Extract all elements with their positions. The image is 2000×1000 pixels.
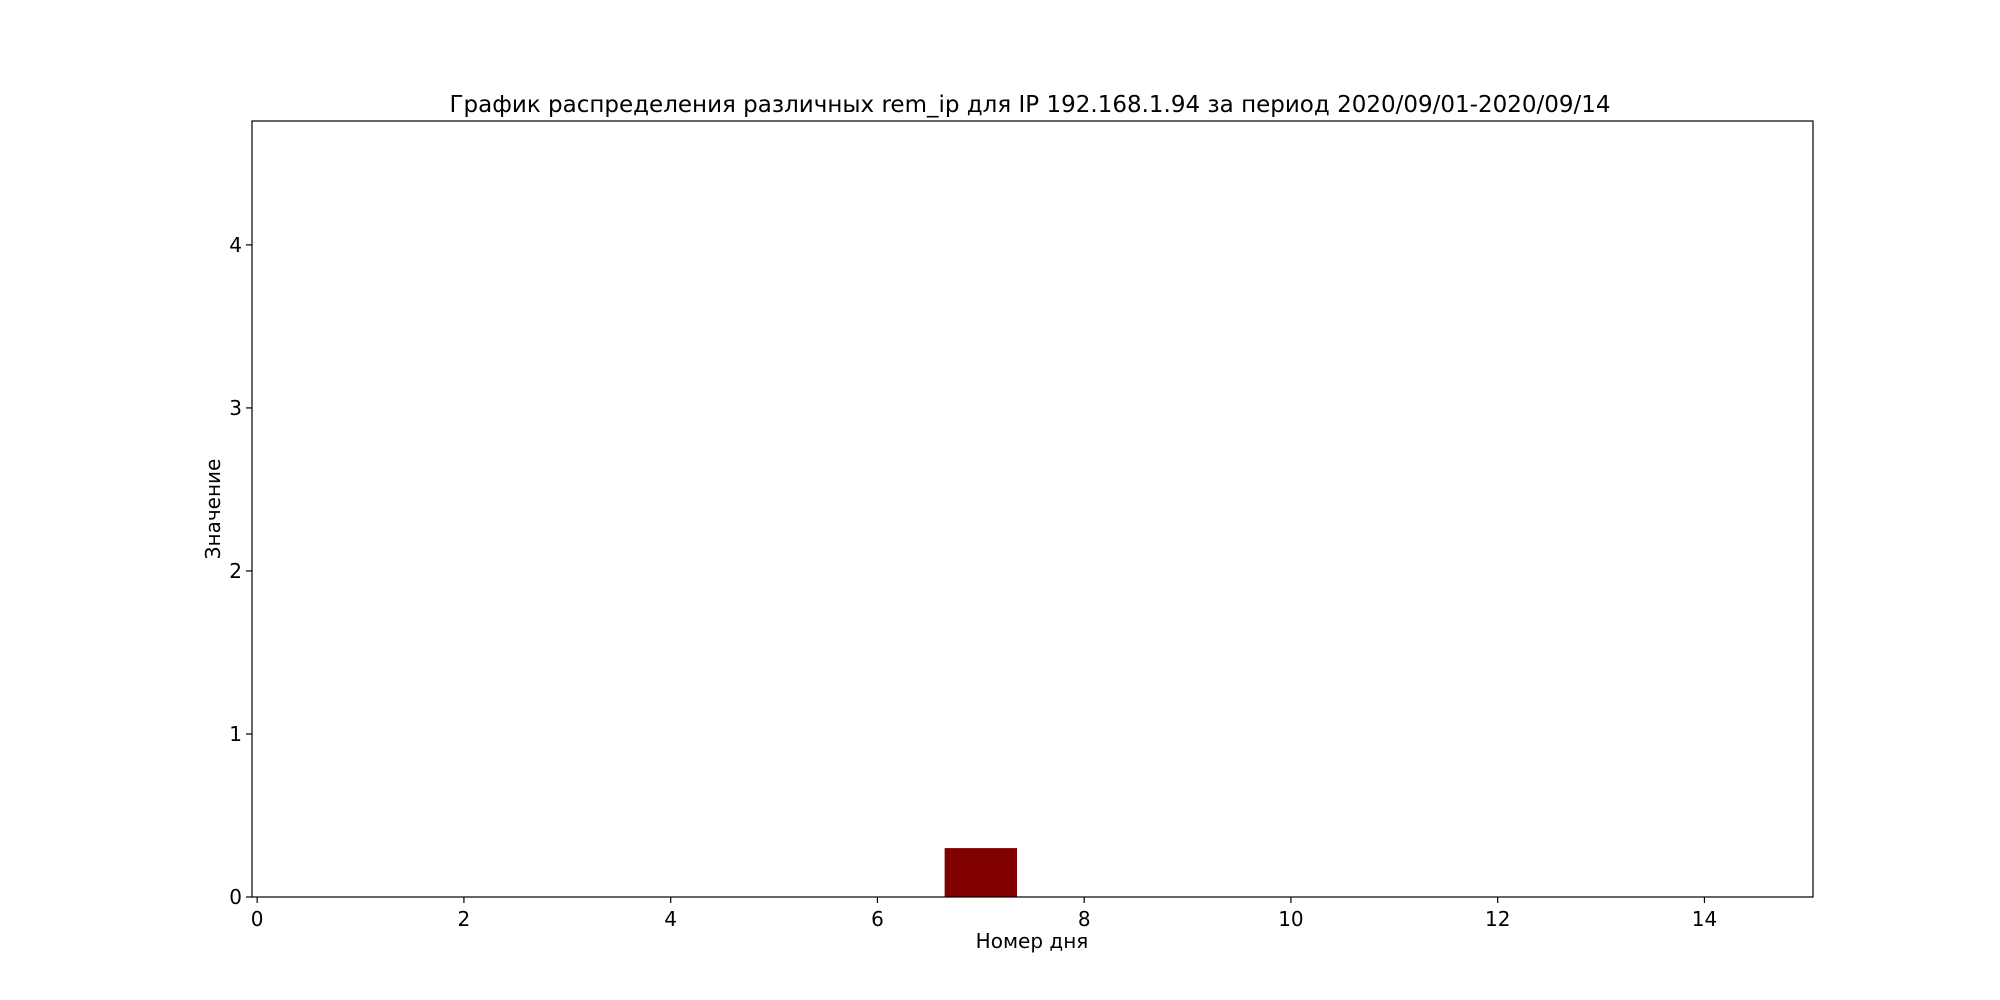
- x-tick-label: 6: [871, 907, 884, 931]
- x-tick-label: 2: [458, 907, 471, 931]
- bar-day-7: [944, 848, 1017, 897]
- y-tick-label: 1: [229, 722, 242, 746]
- y-tick-label: 3: [229, 396, 242, 420]
- chart-title: График распределения различных rem_ip дл…: [449, 92, 1610, 118]
- y-tick-label: 4: [229, 233, 242, 257]
- x-tick-label: 8: [1078, 907, 1091, 931]
- bars-layer: [944, 848, 1017, 897]
- plot-area-frame: [251, 120, 1814, 898]
- y-axis-label: Значение: [201, 459, 225, 560]
- x-axis-ticks: 0 2 4 6 8 10 12 14: [251, 897, 1717, 931]
- x-tick-label: 14: [1692, 907, 1717, 931]
- x-tick-label: 12: [1485, 907, 1510, 931]
- x-tick-label: 4: [664, 907, 677, 931]
- y-tick-label: 0: [229, 885, 242, 909]
- y-axis-ticks: 0 1 2 3 4: [229, 233, 252, 909]
- x-axis-label: Номер дня: [976, 929, 1089, 953]
- x-tick-label: 10: [1278, 907, 1303, 931]
- x-tick-label: 0: [251, 907, 264, 931]
- y-tick-label: 2: [229, 559, 242, 583]
